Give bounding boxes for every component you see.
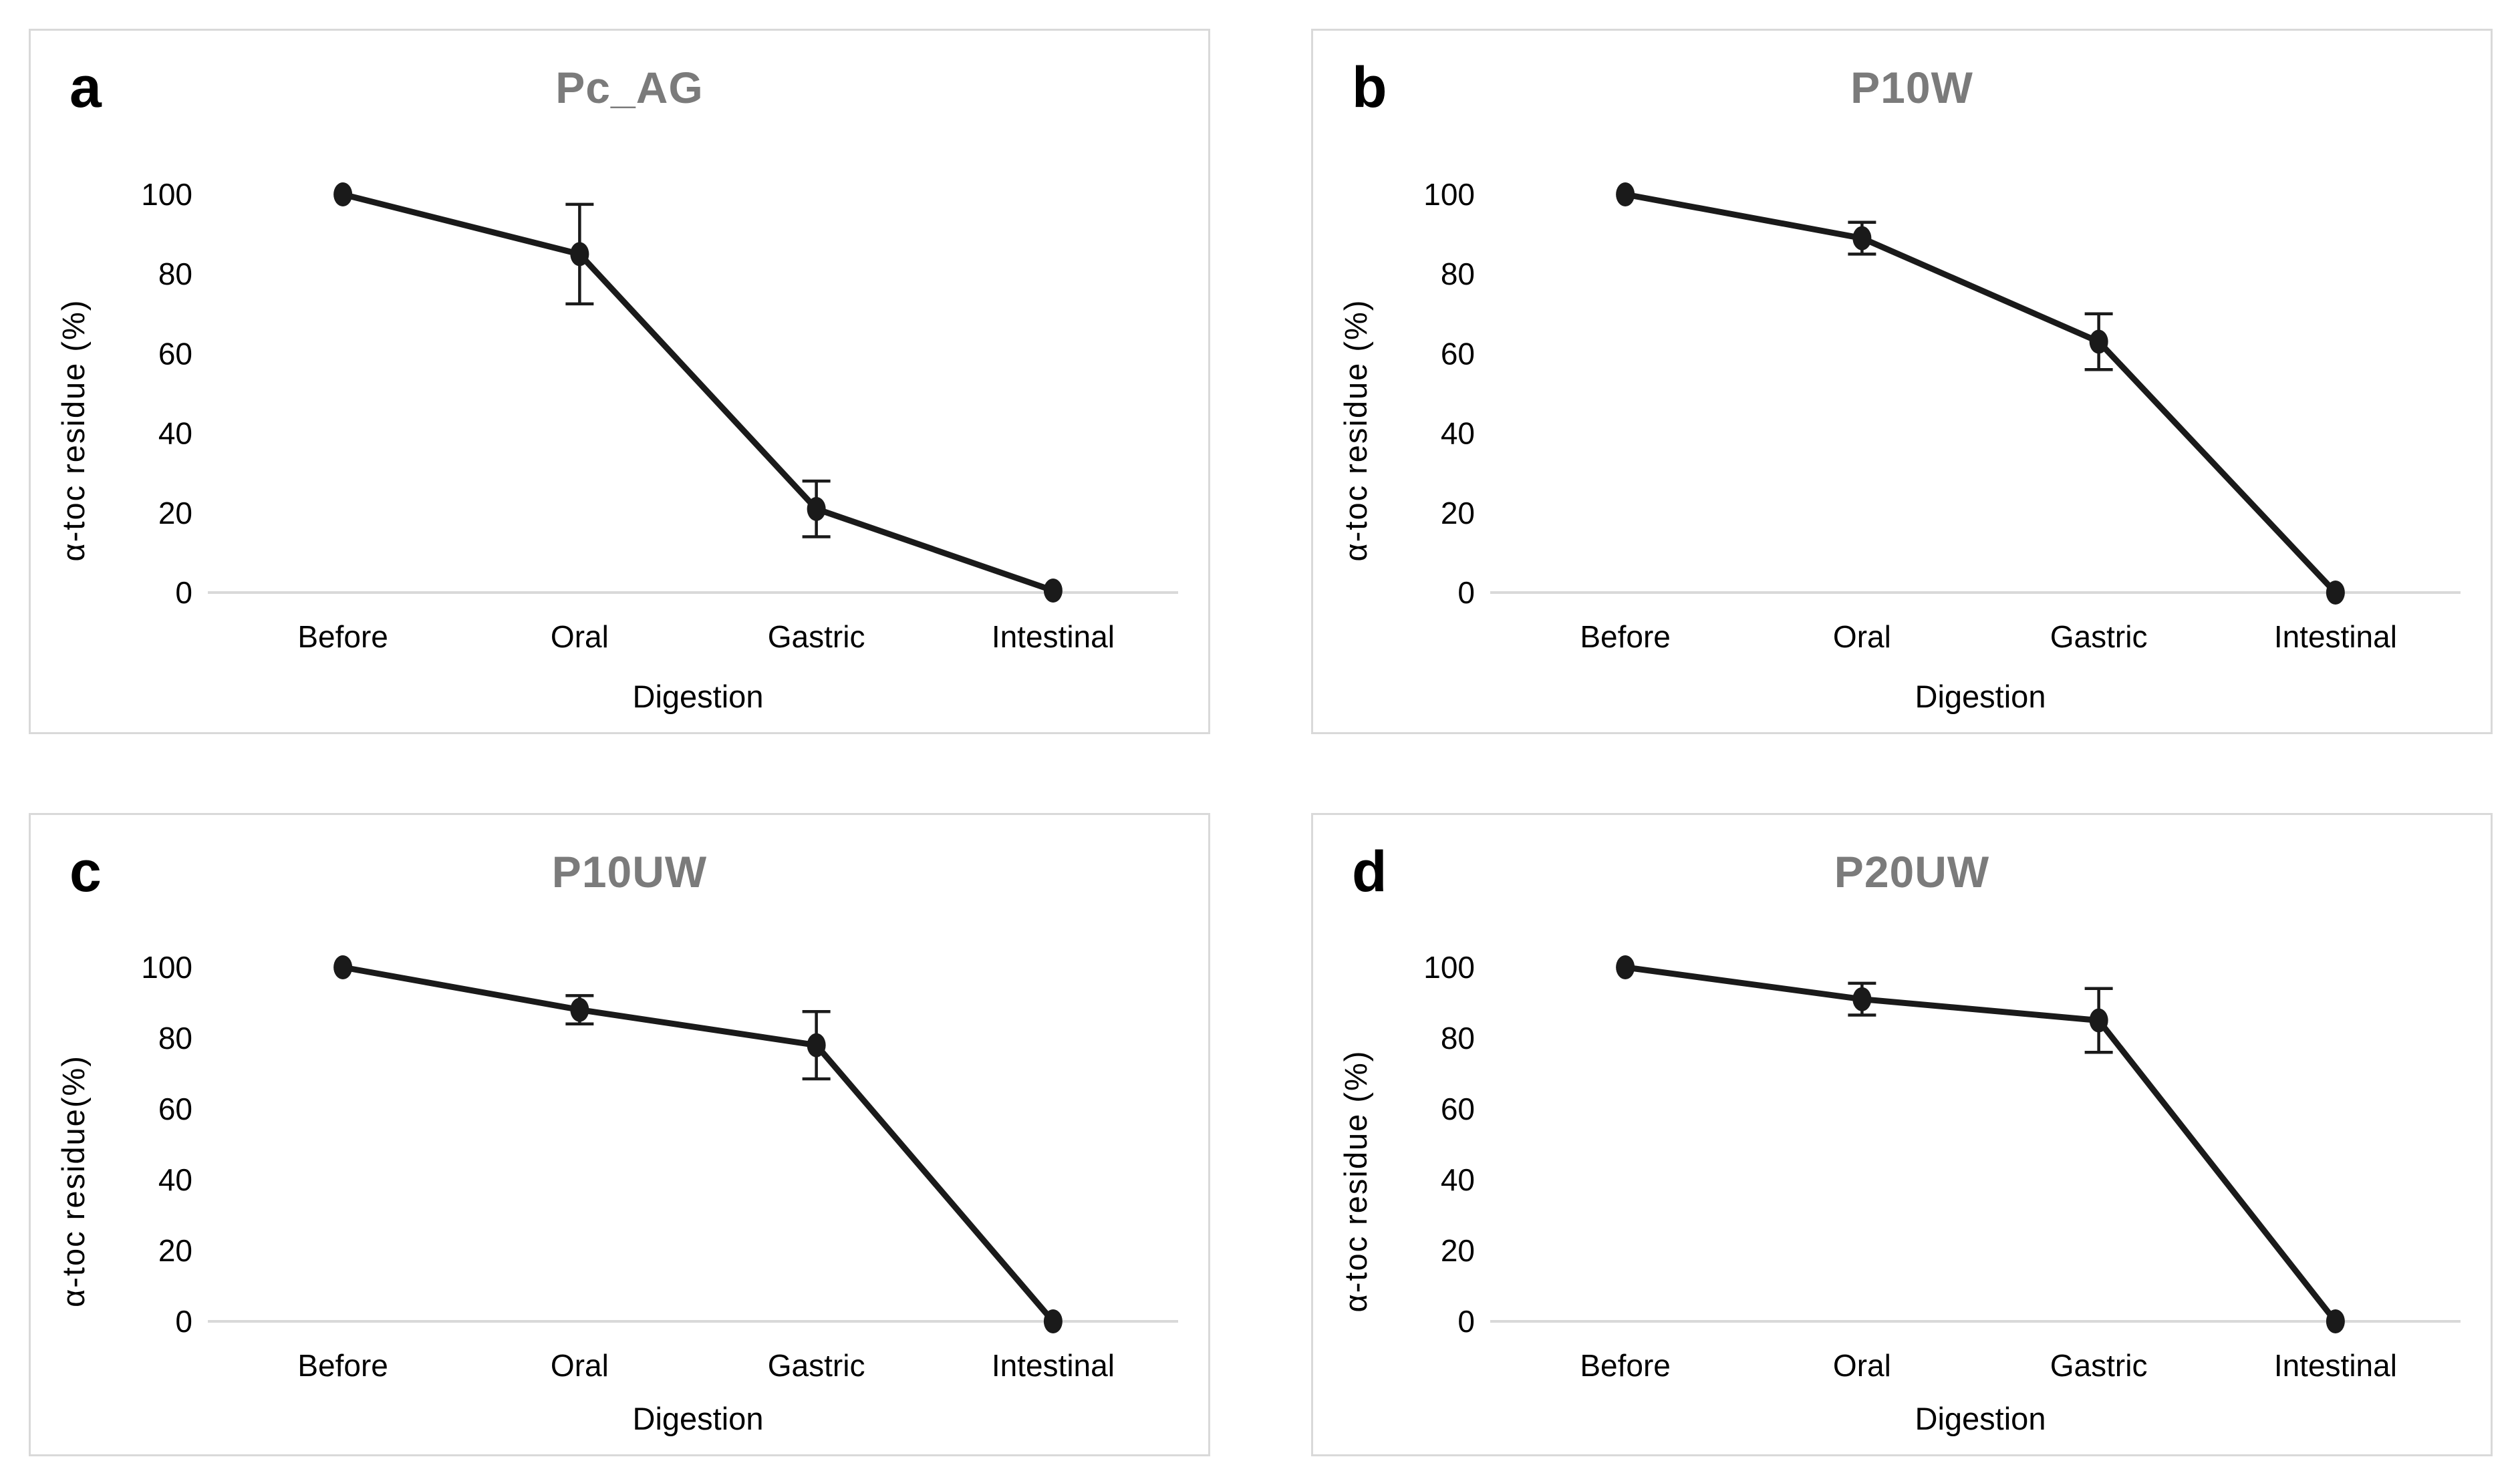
data-point-marker: [570, 242, 589, 267]
x-category-label: Oral: [551, 1348, 609, 1383]
data-point-marker: [1043, 579, 1063, 603]
y-tick-label: 0: [1457, 1304, 1475, 1339]
x-category-label: Oral: [551, 619, 609, 654]
x-category-label: Before: [1580, 1348, 1671, 1383]
y-axis-title: α-toc residue (%): [1338, 299, 1373, 562]
y-tick-label: 80: [1441, 1021, 1475, 1055]
data-point-marker: [333, 182, 353, 206]
data-point-marker: [1616, 955, 1635, 979]
y-tick-label: 0: [175, 1304, 192, 1339]
x-category-label: Oral: [1833, 1348, 1891, 1383]
series-line: [1622, 191, 2339, 596]
chart-title-c: P10UW: [551, 847, 708, 896]
y-tick-label: 100: [1423, 950, 1475, 985]
y-axis-title: α-toc residue (%): [1338, 1050, 1373, 1313]
panel-d: d P20UW 0 20 40 60 80 100 Before Oral Gastric Int…: [1311, 813, 2493, 1456]
y-tick-label: 20: [1441, 496, 1475, 530]
y-tick-label: 100: [141, 177, 192, 212]
line-chart-c: 0 20 40 60 80 100 Before Oral Gastric Intestinal D…: [55, 950, 1178, 1436]
panel-letter-c: c: [69, 840, 102, 904]
chart-title-d: P20UW: [1834, 847, 1990, 896]
x-category-label: Gastric: [2050, 619, 2148, 654]
panel-c: c P10UW 0 20 40 60 80 100 Before Oral Gastric Int…: [29, 813, 1210, 1456]
y-tick-label: 20: [158, 1233, 192, 1268]
x-axis-title: Digestion: [633, 1401, 764, 1436]
y-tick-label: 0: [1457, 575, 1475, 610]
data-point-marker: [1852, 226, 1872, 251]
series-line: [339, 191, 1057, 594]
data-point-marker: [807, 1033, 826, 1057]
y-tick-label: 100: [141, 950, 192, 985]
x-category-label: Intestinal: [992, 619, 1115, 654]
y-tick-label: 20: [158, 496, 192, 530]
data-point-marker: [1616, 182, 1635, 206]
y-tick-label: 40: [1441, 1162, 1475, 1197]
x-category-label: Intestinal: [2274, 619, 2397, 654]
y-tick-label: 80: [158, 1021, 192, 1055]
x-category-label: Gastric: [768, 1348, 865, 1383]
line-chart-a: 0 20 40 60 80 100 Before Oral Gastric Intestinal D…: [55, 177, 1178, 714]
data-point-marker: [1852, 987, 1872, 1011]
y-tick-label: 60: [158, 1092, 192, 1126]
y-tick-label: 60: [1441, 1092, 1475, 1126]
data-point-marker: [2326, 581, 2345, 605]
data-point-marker: [333, 955, 353, 979]
data-point-marker: [2089, 1008, 2108, 1033]
y-tick-label: 0: [175, 575, 192, 610]
x-category-label: Gastric: [2050, 1348, 2148, 1383]
series-line: [339, 964, 1057, 1325]
panel-a: a Pc_AG 0 20 40 60 80 100 Before Oral Gastric Int…: [29, 29, 1210, 734]
y-tick-label: 80: [158, 257, 192, 291]
chart-title-b: P10W: [1850, 63, 1973, 112]
data-point-marker: [2089, 329, 2108, 354]
x-category-label: Before: [297, 619, 388, 654]
panel-b: b P10W 0 20 40 60 80 100 Before Oral Gastric Inte…: [1311, 29, 2493, 734]
data-point-marker: [2326, 1309, 2345, 1333]
line-chart-b: 0 20 40 60 80 100 Before Oral Gastric Intestinal D…: [1338, 177, 2461, 714]
y-tick-label: 100: [1423, 177, 1475, 212]
y-tick-label: 60: [1441, 336, 1475, 371]
panel-letter-d: d: [1352, 840, 1387, 904]
data-point-marker: [807, 496, 826, 521]
x-category-label: Before: [1580, 619, 1671, 654]
chart-title-a: Pc_AG: [555, 63, 704, 112]
series-line: [1622, 964, 2339, 1325]
x-category-label: Gastric: [768, 619, 865, 654]
y-tick-label: 40: [158, 1162, 192, 1197]
y-tick-label: 40: [1441, 416, 1475, 451]
data-point-marker: [1043, 1309, 1063, 1333]
panel-letter-a: a: [69, 55, 102, 120]
y-tick-label: 60: [158, 336, 192, 371]
y-tick-label: 40: [158, 416, 192, 451]
y-axis-title: α-toc residue (%): [55, 299, 91, 562]
x-category-label: Intestinal: [2274, 1348, 2397, 1383]
panel-letter-b: b: [1352, 55, 1387, 120]
y-tick-label: 80: [1441, 257, 1475, 291]
x-axis-title: Digestion: [1915, 1401, 2046, 1436]
x-category-label: Intestinal: [992, 1348, 1115, 1383]
data-point-marker: [570, 997, 589, 1022]
x-axis-title: Digestion: [1915, 679, 2046, 714]
y-tick-label: 20: [1441, 1233, 1475, 1268]
x-axis-title: Digestion: [633, 679, 764, 714]
x-category-label: Oral: [1833, 619, 1891, 654]
y-axis-title: α-toc residue(%): [55, 1055, 91, 1307]
x-category-label: Before: [297, 1348, 388, 1383]
line-chart-d: 0 20 40 60 80 100 Before Oral Gastric Intestinal D…: [1338, 950, 2461, 1436]
